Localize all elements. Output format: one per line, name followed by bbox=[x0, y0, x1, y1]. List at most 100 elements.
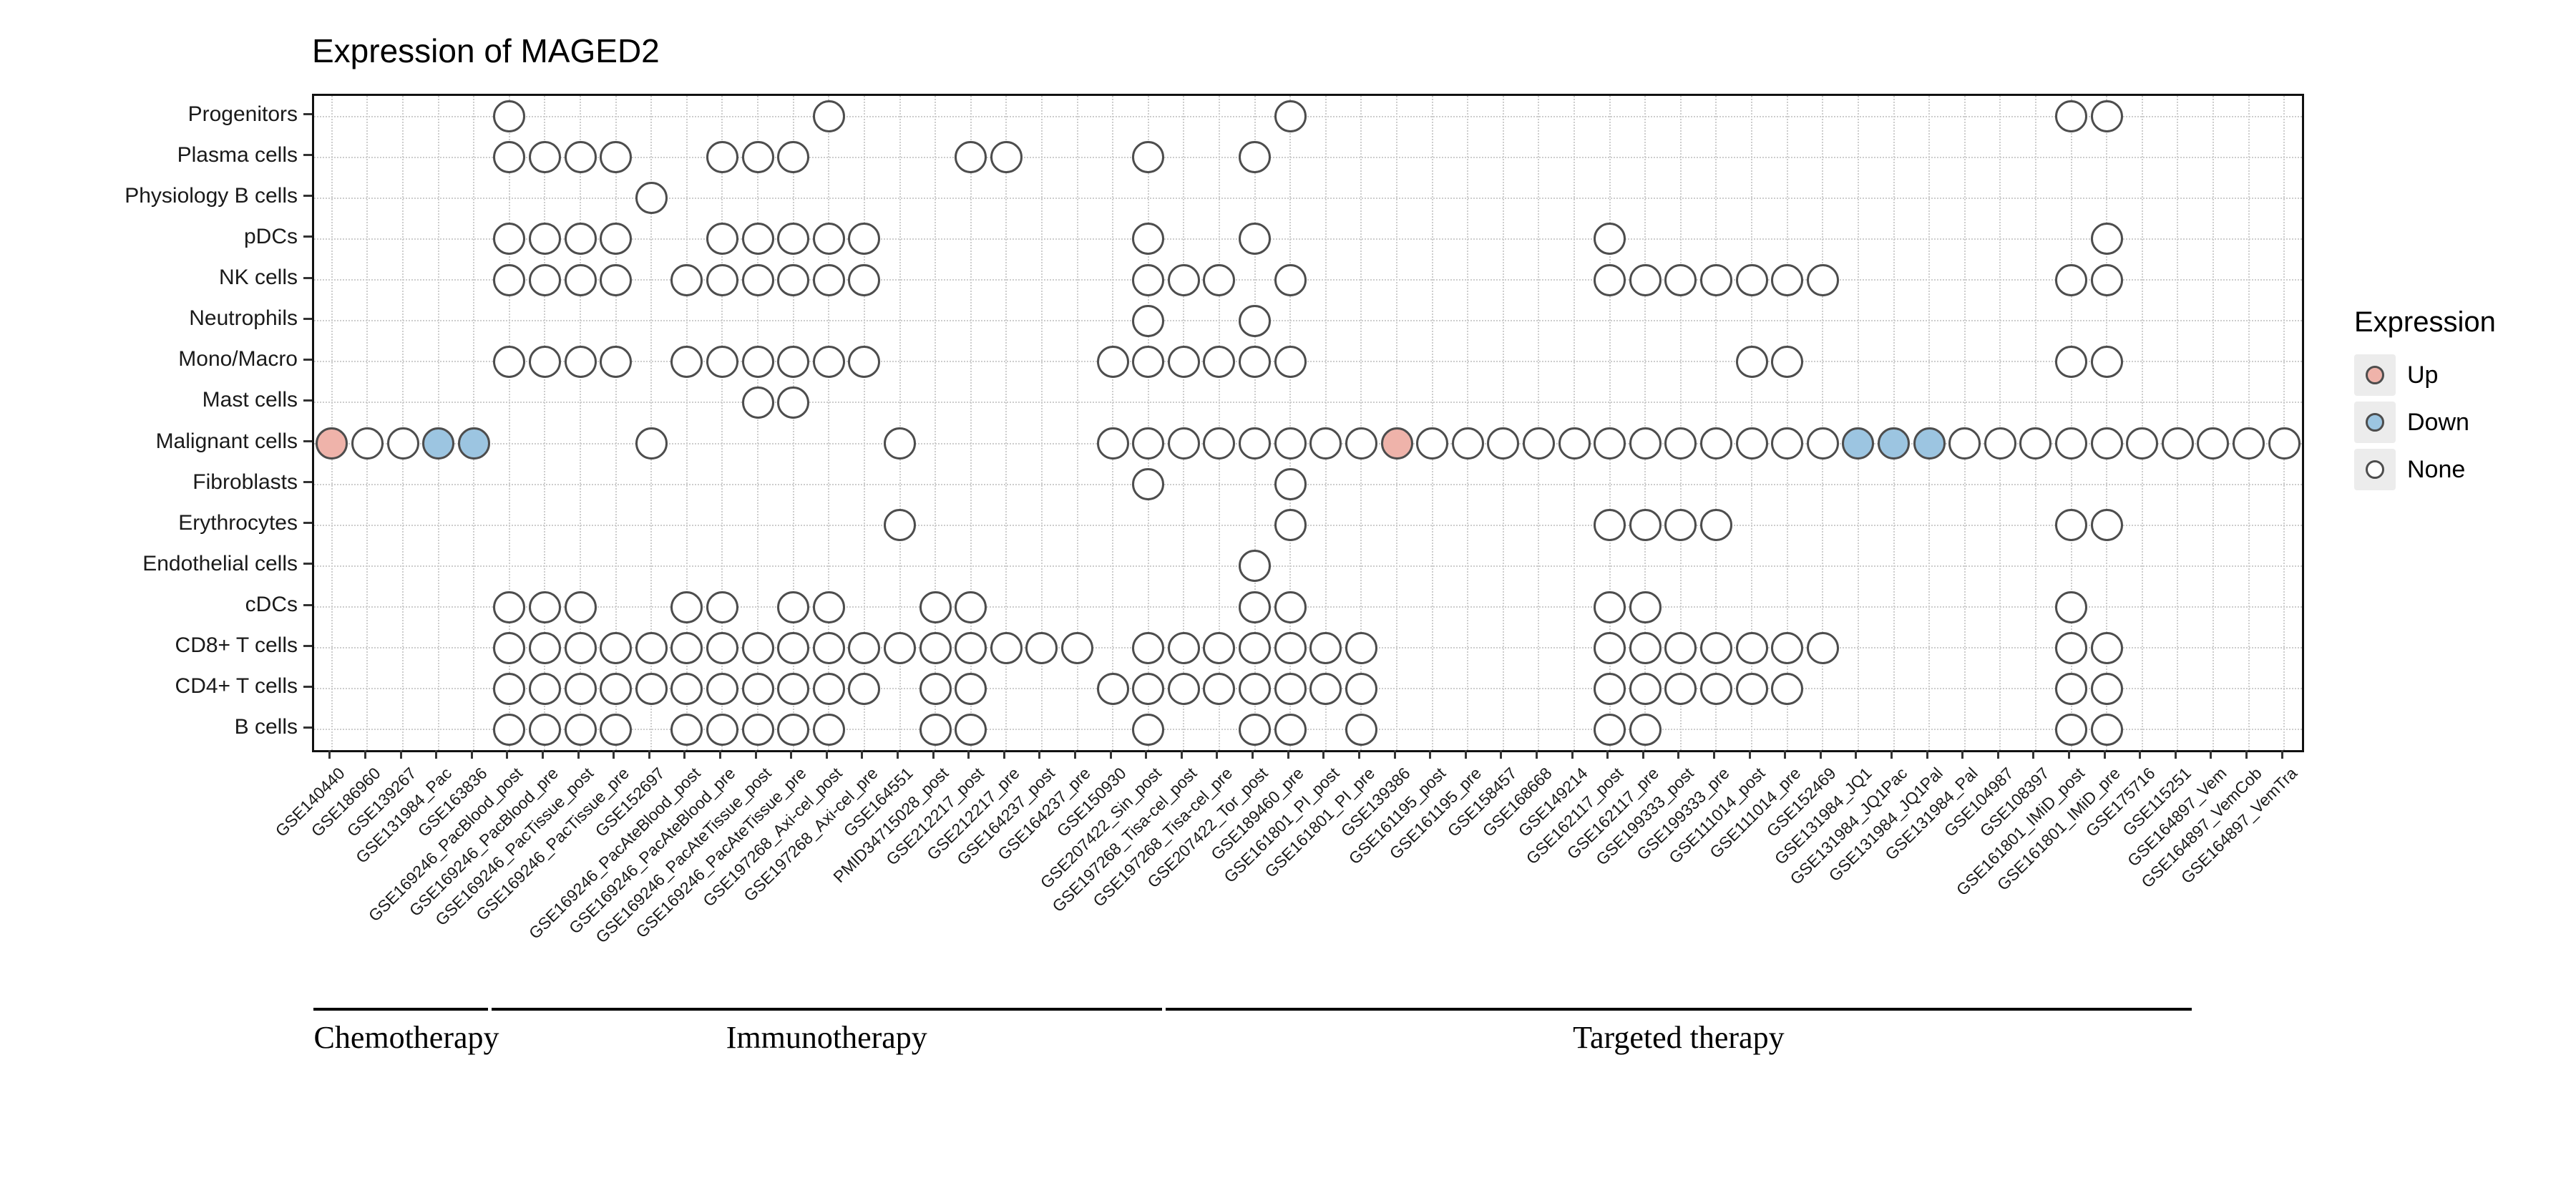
x-tick bbox=[1712, 750, 1715, 759]
x-tick bbox=[718, 750, 721, 759]
x-tick bbox=[897, 750, 899, 759]
expression-dot bbox=[777, 263, 810, 296]
x-tick bbox=[2103, 750, 2106, 759]
expression-dot bbox=[2055, 509, 2088, 542]
expression-dot bbox=[955, 590, 987, 623]
expression-dot bbox=[1309, 427, 1342, 460]
expression-dot bbox=[741, 631, 774, 664]
expression-dot bbox=[1239, 550, 1272, 583]
grid-line-v bbox=[2248, 96, 2250, 750]
legend-label-none: None bbox=[2407, 455, 2466, 483]
legend-key bbox=[2354, 354, 2396, 396]
x-tick bbox=[1784, 750, 1787, 759]
expression-dot bbox=[457, 427, 490, 460]
expression-dot bbox=[1274, 672, 1307, 705]
expression-dot bbox=[884, 427, 917, 460]
grid-line-v bbox=[1999, 96, 2001, 750]
grid-line-v bbox=[792, 96, 794, 750]
grid-line-v bbox=[1751, 96, 1753, 750]
y-tick bbox=[303, 399, 312, 402]
expression-dot bbox=[635, 672, 668, 705]
grid-line-h bbox=[314, 647, 2302, 649]
expression-dot bbox=[1025, 631, 1058, 664]
expression-dot bbox=[812, 713, 845, 746]
grid-line-v bbox=[1112, 96, 1114, 750]
y-tick bbox=[303, 481, 312, 484]
expression-dot bbox=[1806, 427, 1839, 460]
grid-line-v bbox=[721, 96, 723, 750]
grid-line-v bbox=[1147, 96, 1149, 750]
expression-dot bbox=[1239, 427, 1272, 460]
grid-line-v bbox=[686, 96, 688, 750]
expression-dot bbox=[848, 223, 881, 256]
expression-dot bbox=[1274, 631, 1307, 664]
x-tick bbox=[1961, 750, 1964, 759]
grid-line-h bbox=[314, 156, 2302, 158]
x-tick bbox=[2280, 750, 2283, 759]
grid-line-h bbox=[314, 565, 2302, 567]
group-underline bbox=[1166, 1008, 2192, 1011]
expression-dot bbox=[919, 590, 952, 623]
expression-dot bbox=[777, 590, 810, 623]
x-tick bbox=[364, 750, 366, 759]
expression-dot bbox=[812, 672, 845, 705]
expression-dot bbox=[2055, 713, 2088, 746]
expression-dot bbox=[1594, 672, 1626, 705]
x-tick bbox=[328, 750, 331, 759]
x-tick bbox=[2032, 750, 2035, 759]
expression-dot bbox=[1699, 427, 1732, 460]
grid-line-v bbox=[1040, 96, 1043, 750]
expression-dot bbox=[848, 345, 881, 378]
y-tick-label: Endothelial cells bbox=[142, 551, 298, 575]
grid-line-v bbox=[2070, 96, 2072, 750]
y-tick bbox=[303, 195, 312, 198]
expression-dot bbox=[1309, 672, 1342, 705]
expression-dot bbox=[1735, 263, 1768, 296]
expression-dot bbox=[1203, 427, 1236, 460]
expression-dot bbox=[2090, 631, 2123, 664]
group-label: Immunotherapy bbox=[726, 1020, 927, 1055]
expression-dot bbox=[777, 713, 810, 746]
expression-dot bbox=[706, 223, 738, 256]
expression-dot bbox=[706, 672, 738, 705]
expression-dot bbox=[1451, 427, 1484, 460]
expression-dot bbox=[919, 631, 952, 664]
grid-line-h bbox=[314, 729, 2302, 731]
expression-dot bbox=[1594, 223, 1626, 256]
grid-line-v bbox=[1679, 96, 1682, 750]
grid-line-v bbox=[863, 96, 865, 750]
grid-line-v bbox=[1431, 96, 1433, 750]
expression-dot bbox=[1096, 427, 1129, 460]
expression-dot bbox=[316, 427, 348, 460]
expression-dot bbox=[493, 100, 526, 133]
expression-dot bbox=[670, 345, 703, 378]
x-tick bbox=[1677, 750, 1680, 759]
expression-dot bbox=[2090, 100, 2123, 133]
expression-dot bbox=[1806, 631, 1839, 664]
x-tick bbox=[1571, 750, 1574, 759]
expression-dot bbox=[1239, 590, 1272, 623]
expression-dot bbox=[955, 672, 987, 705]
expression-dot bbox=[1878, 427, 1911, 460]
expression-dot bbox=[528, 263, 561, 296]
expression-dot bbox=[1132, 304, 1165, 337]
expression-dot bbox=[1594, 509, 1626, 542]
expression-dot bbox=[600, 223, 633, 256]
grid-line-v bbox=[1218, 96, 1220, 750]
y-tick-label: Mast cells bbox=[202, 388, 298, 412]
expression-dot bbox=[741, 263, 774, 296]
grid-line-h bbox=[314, 238, 2302, 240]
legend-key bbox=[2354, 449, 2396, 490]
grid-line-v bbox=[473, 96, 475, 750]
expression-dot bbox=[990, 141, 1023, 174]
expression-dot bbox=[2055, 345, 2088, 378]
y-tick bbox=[303, 522, 312, 525]
expression-dot bbox=[2090, 672, 2123, 705]
y-tick-label: NK cells bbox=[218, 266, 298, 290]
grid-line-v bbox=[437, 96, 439, 750]
x-tick bbox=[932, 750, 935, 759]
expression-dot bbox=[1274, 713, 1307, 746]
expression-dot bbox=[1132, 141, 1165, 174]
expression-dot bbox=[1132, 345, 1165, 378]
